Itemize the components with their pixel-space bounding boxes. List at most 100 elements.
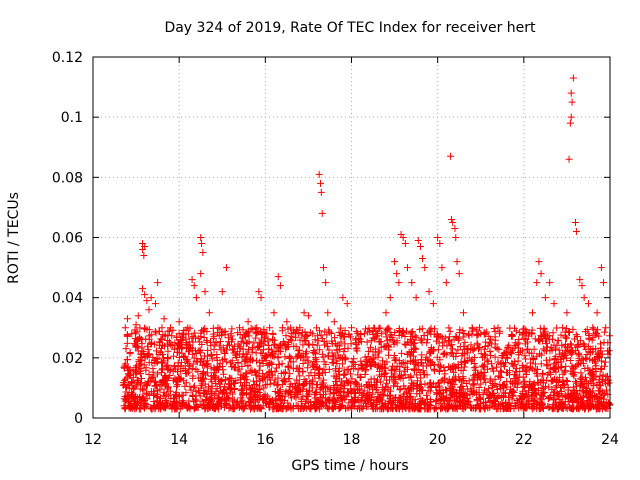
data-point-band [253,357,261,365]
data-point-band [390,340,398,348]
data-point-band [543,339,551,347]
data-point-band [207,390,215,398]
data-point-band [436,391,444,399]
data-point-band [576,387,584,395]
data-point [192,294,200,302]
data-point [576,276,584,284]
data-point-band [441,367,449,375]
data-point-band [237,387,245,395]
data-point-band [236,330,244,338]
data-point-band [437,394,445,402]
data-point-band [275,347,283,355]
data-point-band [180,352,188,360]
data-point-band [256,342,264,350]
data-point [244,318,252,326]
data-point-band [508,395,516,403]
data-point-band [561,351,569,359]
data-point-band [605,347,613,355]
data-point-band [523,362,531,370]
data-point-band [425,400,433,408]
data-point-band [311,348,319,356]
data-point-band [157,348,165,356]
data-point-band [589,345,597,353]
data-point-band [544,361,552,369]
data-point-band [317,402,325,410]
data-point-band [178,391,186,399]
data-point-band [542,347,550,355]
data-point-band [389,337,397,345]
data-point-band [325,384,333,392]
data-point-band [173,382,181,390]
data-point-band [363,338,371,346]
data-point-band [573,343,581,351]
data-point-band [477,395,485,403]
data-point-band [529,354,537,362]
data-point-band [184,357,192,365]
data-point-band [483,388,491,396]
data-point [235,324,243,332]
data-point-band [507,350,515,358]
data-point-band [392,393,400,401]
data-point-band [201,389,209,397]
data-point-band [294,380,302,388]
data-point-band [143,381,151,389]
data-point [143,297,151,305]
data-point-band [541,382,549,390]
data-point-band [343,366,351,374]
data-point-band [343,404,351,412]
data-point-band [375,347,383,355]
data-point-band [260,325,268,333]
data-point-band [325,346,333,354]
data-point [199,249,207,257]
data-point-band [159,365,167,373]
data-point-band [454,336,462,344]
data-point-band [579,340,587,348]
data-point [330,318,338,326]
data-point-band [252,349,260,357]
data-point-band [401,359,409,367]
data-point [584,300,592,308]
data-point-band [187,386,195,394]
data-point-band [164,327,172,335]
data-point-band [333,381,341,389]
data-point-band [343,378,351,386]
data-point [339,294,347,302]
data-point-band [350,385,358,393]
data-point-band [319,382,327,390]
data-point-band [550,404,558,412]
data-point-band [177,358,185,366]
data-point-band [461,338,469,346]
data-point-band [298,328,306,336]
data-point-band [509,387,517,395]
data-point-band [208,355,216,363]
data-point-band [244,328,252,336]
data-point-band [330,382,338,390]
data-point-band [603,386,611,394]
data-point-band [559,370,567,378]
data-point-band [352,327,360,335]
data-point-band [440,338,448,346]
data-point-band [250,339,258,347]
data-point-band [413,371,421,379]
data-point-band [171,375,179,383]
data-point-band [225,383,233,391]
data-point-band [586,355,594,363]
data-point-band [480,363,488,371]
data-point-band [292,343,300,351]
data-point-band [496,380,504,388]
data-point-band [319,379,327,387]
data-point-band [424,405,432,413]
data-point-band [255,385,263,393]
data-point-band [141,324,149,332]
data-point-band [185,365,193,373]
data-point-band [218,396,226,404]
data-point-band [239,350,247,358]
data-point-band [234,367,242,375]
data-point-band [136,393,144,401]
data-point-band [206,400,214,408]
data-point-band [330,389,338,397]
data-point-band [508,331,516,339]
data-point-band [121,393,129,401]
data-point-band [493,395,501,403]
data-point-band [503,404,511,412]
